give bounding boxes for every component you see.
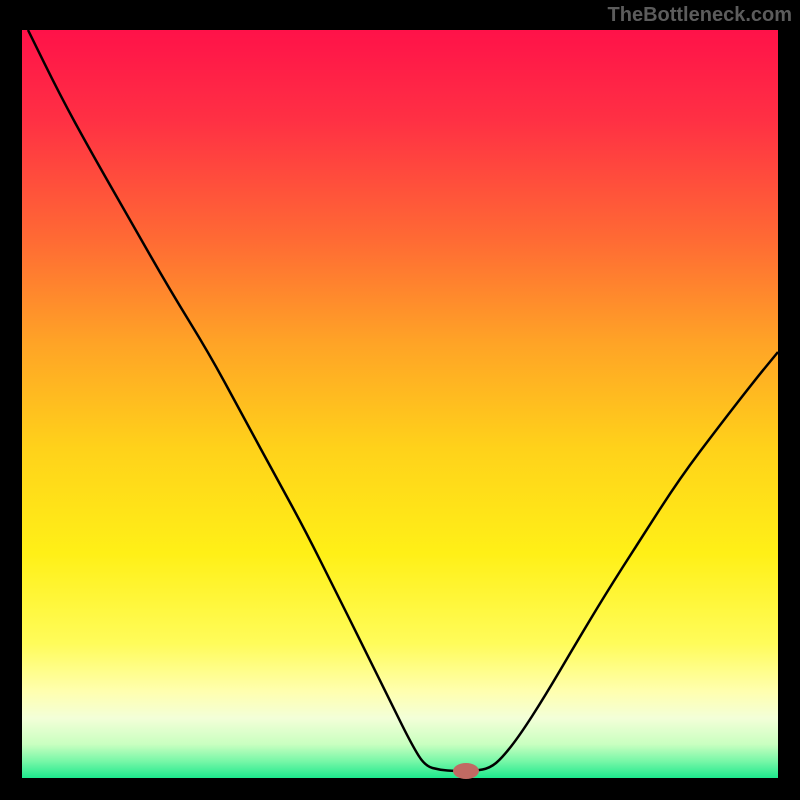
watermark-text: TheBottleneck.com — [608, 4, 792, 27]
plot-area — [22, 30, 778, 778]
chart-svg — [0, 0, 800, 800]
optimal-marker — [453, 763, 479, 779]
chart-frame: TheBottleneck.com — [0, 0, 800, 800]
